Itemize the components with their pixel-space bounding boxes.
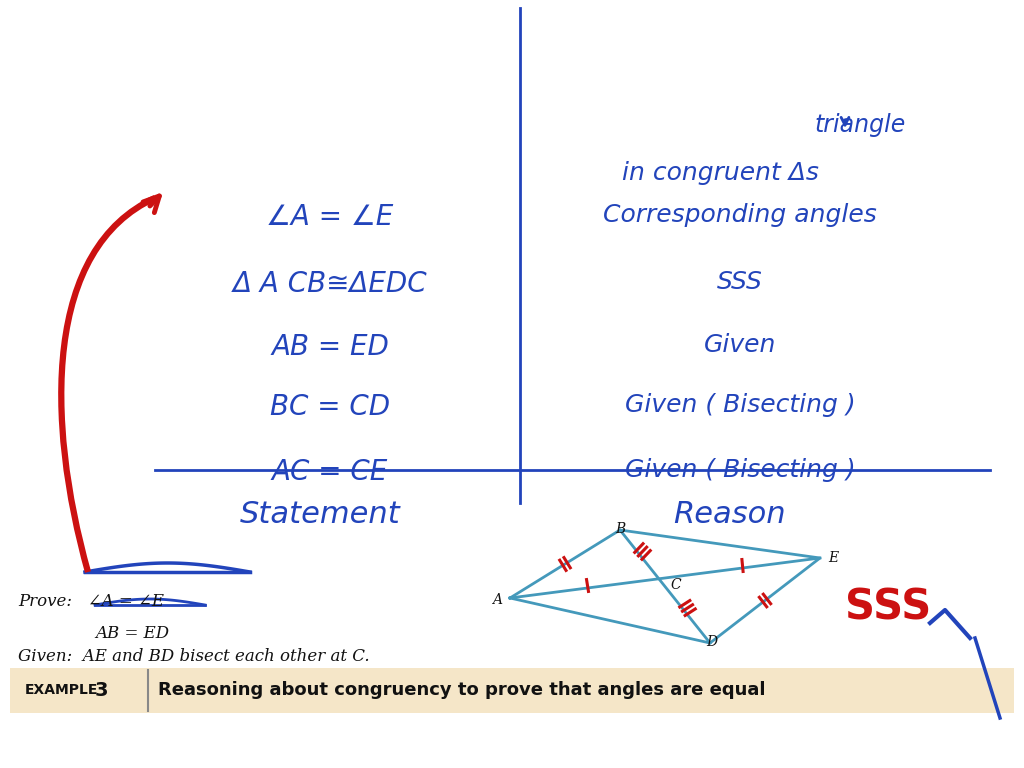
Text: SSS: SSS: [717, 270, 763, 294]
Text: 3: 3: [95, 680, 109, 700]
Text: ∠A = ∠E: ∠A = ∠E: [266, 203, 393, 231]
Text: AB = ED: AB = ED: [271, 333, 389, 361]
Text: Prove:   ∠A = ∠E: Prove: ∠A = ∠E: [18, 593, 164, 610]
Text: in congruent Δs: in congruent Δs: [622, 161, 818, 185]
Text: Reasoning about congruency to prove that angles are equal: Reasoning about congruency to prove that…: [158, 681, 766, 699]
Text: A: A: [492, 593, 502, 607]
Text: AB = ED: AB = ED: [95, 625, 169, 642]
Text: Given: Given: [703, 333, 776, 357]
Text: Reason: Reason: [674, 500, 786, 529]
Text: AC = CE: AC = CE: [272, 458, 388, 486]
Text: E: E: [828, 551, 838, 565]
Text: B: B: [614, 522, 625, 536]
Text: SSS: SSS: [845, 587, 931, 629]
Text: Given:  AE and BD bisect each other at C.: Given: AE and BD bisect each other at C.: [18, 648, 370, 665]
Text: C: C: [670, 578, 681, 592]
Text: Statement: Statement: [240, 500, 400, 529]
Text: BC = CD: BC = CD: [270, 393, 390, 421]
Text: Δ A CB≅ΔEDC: Δ A CB≅ΔEDC: [232, 270, 427, 298]
Text: Given ( Bisecting ): Given ( Bisecting ): [625, 458, 855, 482]
Text: triangle: triangle: [814, 113, 905, 137]
Text: D: D: [707, 635, 718, 649]
Text: Corresponding angles: Corresponding angles: [603, 203, 877, 227]
Text: EXAMPLE: EXAMPLE: [25, 683, 98, 697]
Bar: [10, 668, 1014, 713]
Text: Given ( Bisecting ): Given ( Bisecting ): [625, 393, 855, 417]
